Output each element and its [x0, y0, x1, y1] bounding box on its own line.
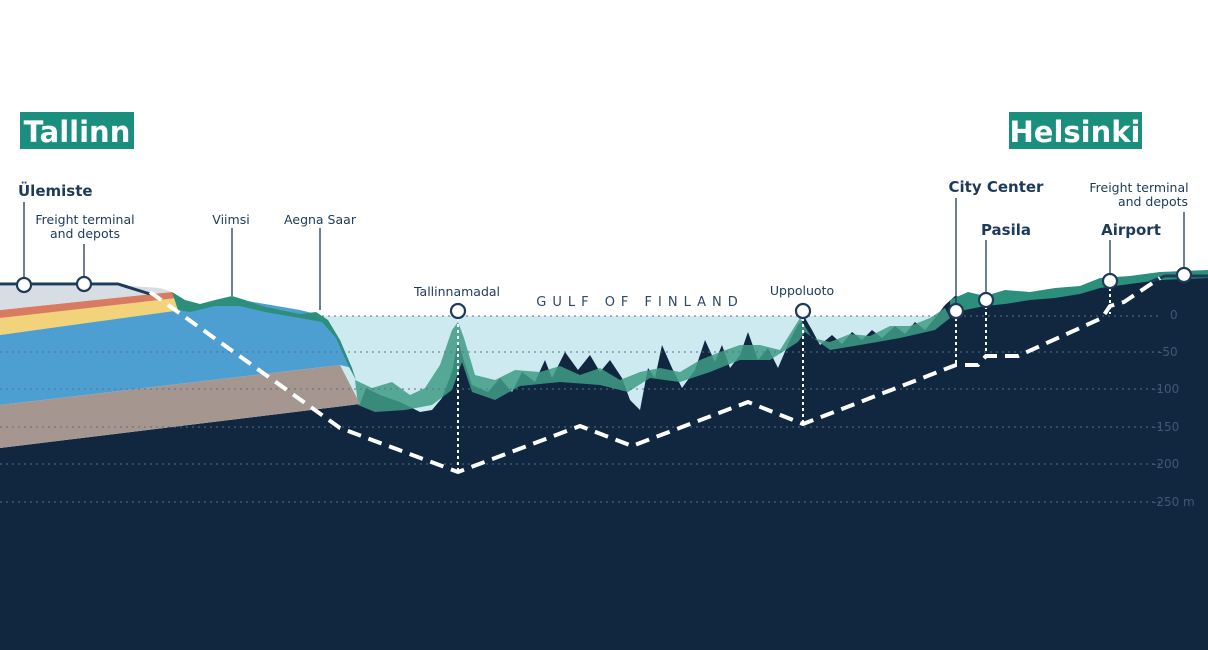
uppoluoto-node	[794, 302, 812, 320]
sand-layer	[0, 296, 182, 335]
freight-tallinn-label-2: and depots	[50, 226, 120, 241]
city-center-label: City Center	[949, 178, 1045, 196]
freight-tallinn-label-1: Freight terminal	[35, 212, 134, 227]
helsinki-label: Helsinki	[1010, 115, 1141, 149]
tallinn-surface-line	[0, 282, 151, 296]
pasila-label: Pasila	[981, 221, 1031, 239]
depth-label-250: -250 m	[1152, 495, 1195, 509]
tallinnamadal-label: Tallinnamadal	[413, 284, 500, 299]
tallinn-tag: Tallinn	[20, 112, 134, 149]
freight-tallinn-node	[75, 275, 93, 293]
leader-lines	[23, 198, 1185, 310]
airport-node	[1101, 272, 1119, 290]
airport-label: Airport	[1101, 221, 1161, 239]
red-layer	[0, 292, 176, 318]
freight-helsinki-node	[1175, 266, 1193, 284]
helsinki-surface	[950, 270, 1208, 316]
depth-label-0: 0	[1170, 308, 1178, 322]
pasila-node	[977, 291, 995, 309]
depth-label-200: -200	[1152, 457, 1179, 471]
freight-helsinki-label-2: and depots	[1118, 194, 1188, 209]
tunnel-route	[148, 276, 1162, 474]
depth-label-100: -100	[1152, 382, 1179, 396]
depth-axis: 0 -50 -100 -150 -200 -250 m	[1152, 308, 1195, 509]
depth-label-150: -150	[1152, 420, 1179, 434]
ulemiste-node	[15, 276, 33, 294]
depth-label-50: -50	[1158, 345, 1178, 359]
freight-helsinki-label-1: Freight terminal	[1089, 180, 1188, 195]
station-shafts	[457, 288, 1111, 472]
helsinki-tag: Helsinki	[1009, 112, 1142, 149]
ulemiste-label: Ülemiste	[18, 181, 93, 200]
tallinn-label: Tallinn	[24, 115, 131, 149]
station-nodes	[15, 266, 1193, 320]
helsinki-rock-line	[1149, 274, 1208, 284]
seabed-sediment	[355, 308, 950, 412]
bedrock	[0, 276, 1208, 650]
uppoluoto-label: Uppoluoto	[770, 283, 834, 298]
topsoil-layer	[0, 286, 172, 310]
sea-label: GULF OF FINLAND	[536, 295, 744, 310]
tallinnamadal-node	[449, 302, 467, 320]
aegna-label: Aegna Saar	[284, 212, 357, 227]
shore-hills	[172, 292, 356, 380]
viimsi-label: Viimsi	[212, 212, 249, 227]
city-center-node	[947, 302, 965, 320]
